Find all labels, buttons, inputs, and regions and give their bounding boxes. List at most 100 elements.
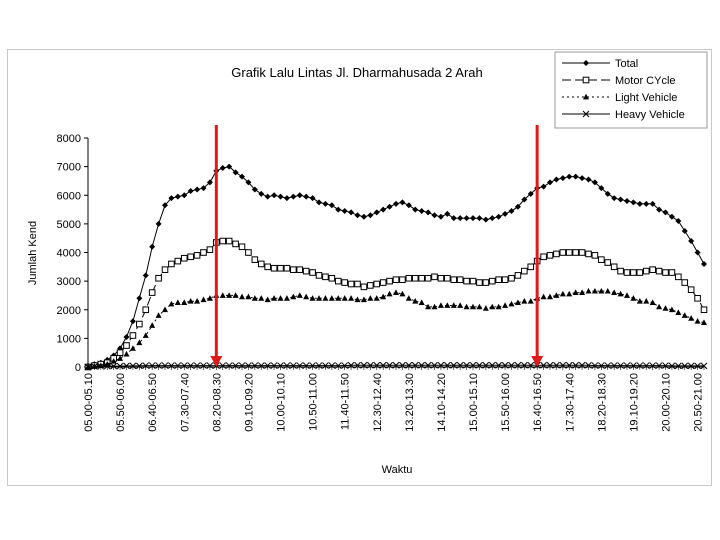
legend: Total Motor CYcle Light Vehicle Heavy Vehic… xyxy=(554,51,708,129)
data-point-square xyxy=(424,274,432,282)
data-point-diamond xyxy=(701,260,707,267)
data-point-x xyxy=(527,361,535,369)
data-point-triangle xyxy=(431,303,438,310)
data-point-x xyxy=(617,362,624,369)
data-point-x xyxy=(264,362,272,369)
data-point-triangle xyxy=(232,292,239,298)
data-point-diamond xyxy=(328,202,335,209)
data-point-x xyxy=(674,362,682,370)
data-point-triangle xyxy=(611,289,618,295)
data-point-square xyxy=(521,267,528,275)
data-point-triangle xyxy=(162,306,168,313)
data-point-diamond xyxy=(399,199,406,206)
data-point-square xyxy=(668,269,676,276)
data-point-x xyxy=(623,362,631,369)
data-point-square xyxy=(630,269,637,276)
data-point-diamond xyxy=(296,192,303,199)
data-point-square xyxy=(155,274,162,282)
data-point-x xyxy=(694,362,701,370)
legend-label: Motor CYcle xyxy=(615,75,676,87)
data-point-diamond xyxy=(540,183,547,190)
data-point-square xyxy=(418,274,425,282)
x-tick-label: 05.50-06.00 xyxy=(115,373,127,432)
data-point-square xyxy=(495,276,502,283)
data-point-x xyxy=(270,362,278,369)
data-point-x xyxy=(180,362,188,369)
data-point-square xyxy=(411,274,419,282)
data-point-square xyxy=(136,320,143,328)
data-point-triangle xyxy=(450,302,457,308)
data-point-diamond xyxy=(393,200,399,207)
data-point-diamond xyxy=(437,213,444,220)
data-point-triangle xyxy=(271,295,278,301)
data-point-square xyxy=(174,257,182,265)
data-point-square xyxy=(687,286,695,294)
data-point-square xyxy=(341,279,348,286)
data-point-square xyxy=(168,260,175,268)
data-point-square xyxy=(232,240,239,248)
data-point-triangle xyxy=(335,295,342,301)
data-point-triangle xyxy=(200,296,207,303)
data-point-square xyxy=(636,269,644,276)
data-point-diamond xyxy=(450,215,457,222)
data-point-x xyxy=(315,362,323,369)
data-point-triangle xyxy=(457,302,464,308)
data-point-x xyxy=(456,361,464,369)
data-point-x xyxy=(540,361,547,369)
data-point-triangle xyxy=(367,295,374,301)
data-point-x xyxy=(597,362,605,369)
data-point-square xyxy=(334,277,342,285)
data-point-triangle xyxy=(412,297,419,304)
data-point-x xyxy=(84,363,92,371)
data-point-x xyxy=(520,361,528,369)
data-point-x xyxy=(488,361,496,369)
data-point-x xyxy=(334,362,342,369)
data-point-square xyxy=(482,279,490,286)
data-point-square xyxy=(694,295,701,302)
data-point-x xyxy=(565,361,573,369)
data-point-diamond xyxy=(219,165,226,172)
data-point-x xyxy=(187,362,195,369)
x-tick-label: 11.40-11.50 xyxy=(340,373,352,430)
x-tick-label: 20.00-20.10 xyxy=(661,373,673,432)
data-point-square xyxy=(501,276,509,283)
data-point-x xyxy=(123,362,130,370)
data-point-x xyxy=(582,110,590,118)
data-point-x xyxy=(405,361,413,369)
data-point-triangle xyxy=(168,300,175,307)
data-point-triangle xyxy=(598,287,605,294)
data-point-diamond xyxy=(174,193,181,200)
x-tick-label: 05.00-05.10 xyxy=(83,373,95,432)
data-point-triangle xyxy=(174,299,181,305)
data-point-square xyxy=(623,269,631,276)
data-point-triangle xyxy=(322,295,329,301)
data-point-x xyxy=(399,361,406,369)
x-tick-label: 12.30-12.40 xyxy=(372,373,384,432)
data-point-triangle xyxy=(194,297,201,304)
data-point-square xyxy=(514,272,522,279)
x-tick-label: 09.10-09.20 xyxy=(243,373,255,432)
data-point-square xyxy=(386,277,393,285)
data-point-x xyxy=(610,362,618,369)
chart-frame xyxy=(7,49,712,486)
data-point-square xyxy=(405,274,413,282)
data-point-diamond xyxy=(149,243,156,250)
data-point-square xyxy=(354,280,361,288)
data-point-x xyxy=(161,362,169,369)
data-point-x xyxy=(546,361,554,369)
data-point-triangle xyxy=(226,292,233,298)
data-point-square xyxy=(238,243,246,251)
data-point-square xyxy=(142,306,150,314)
data-point-triangle xyxy=(277,295,284,301)
plot-area xyxy=(87,138,704,368)
data-point-x xyxy=(91,363,98,370)
data-point-square xyxy=(245,249,252,256)
data-point-diamond xyxy=(521,196,528,203)
data-point-x xyxy=(418,361,426,369)
data-point-x xyxy=(700,362,708,370)
data-point-x xyxy=(495,361,503,369)
data-point-triangle xyxy=(521,297,528,304)
data-point-triangle xyxy=(656,303,663,310)
x-tick-label: 18.20-18.30 xyxy=(596,373,608,432)
data-point-square xyxy=(488,277,496,285)
